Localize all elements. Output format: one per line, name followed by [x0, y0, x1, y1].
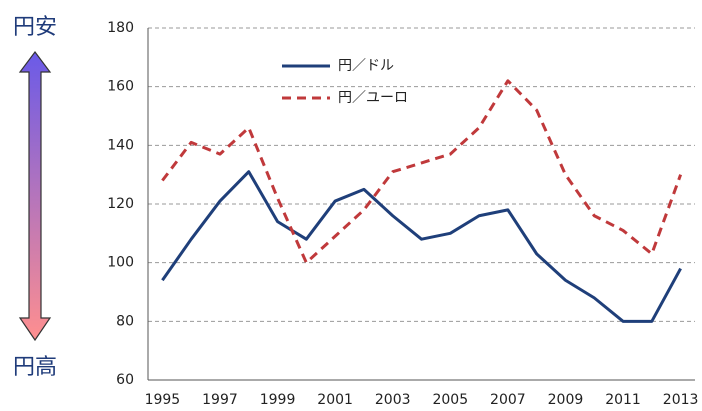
direction-arrow — [18, 51, 52, 342]
legend-label: 円／ユーロ — [338, 90, 408, 106]
x-tick-label: 1997 — [202, 392, 238, 408]
x-tick-label: 2003 — [375, 392, 411, 408]
x-tick-label: 2005 — [432, 392, 468, 408]
annotation-bottom: 円高 — [13, 355, 57, 380]
x-tick-label: 1999 — [260, 392, 296, 408]
y-tick-label: 120 — [107, 196, 134, 212]
y-tick-label: 100 — [107, 255, 134, 271]
x-tick-label: 2009 — [548, 392, 584, 408]
x-tick-label: 2007 — [490, 392, 526, 408]
legend-label: 円／ドル — [338, 58, 394, 74]
y-tick-label: 140 — [107, 137, 134, 153]
x-tick-label: 1995 — [145, 392, 181, 408]
series-line — [161, 170, 682, 323]
series-line — [161, 79, 683, 265]
annotation-top: 円安 — [13, 15, 57, 40]
y-tick-label: 160 — [107, 79, 134, 95]
y-tick-label: 60 — [116, 372, 134, 388]
y-tick-label: 80 — [116, 313, 134, 329]
x-tick-label: 2013 — [663, 392, 699, 408]
x-tick-label: 2001 — [317, 392, 353, 408]
y-tick-label: 180 — [107, 20, 134, 36]
x-tick-label: 2011 — [605, 392, 641, 408]
